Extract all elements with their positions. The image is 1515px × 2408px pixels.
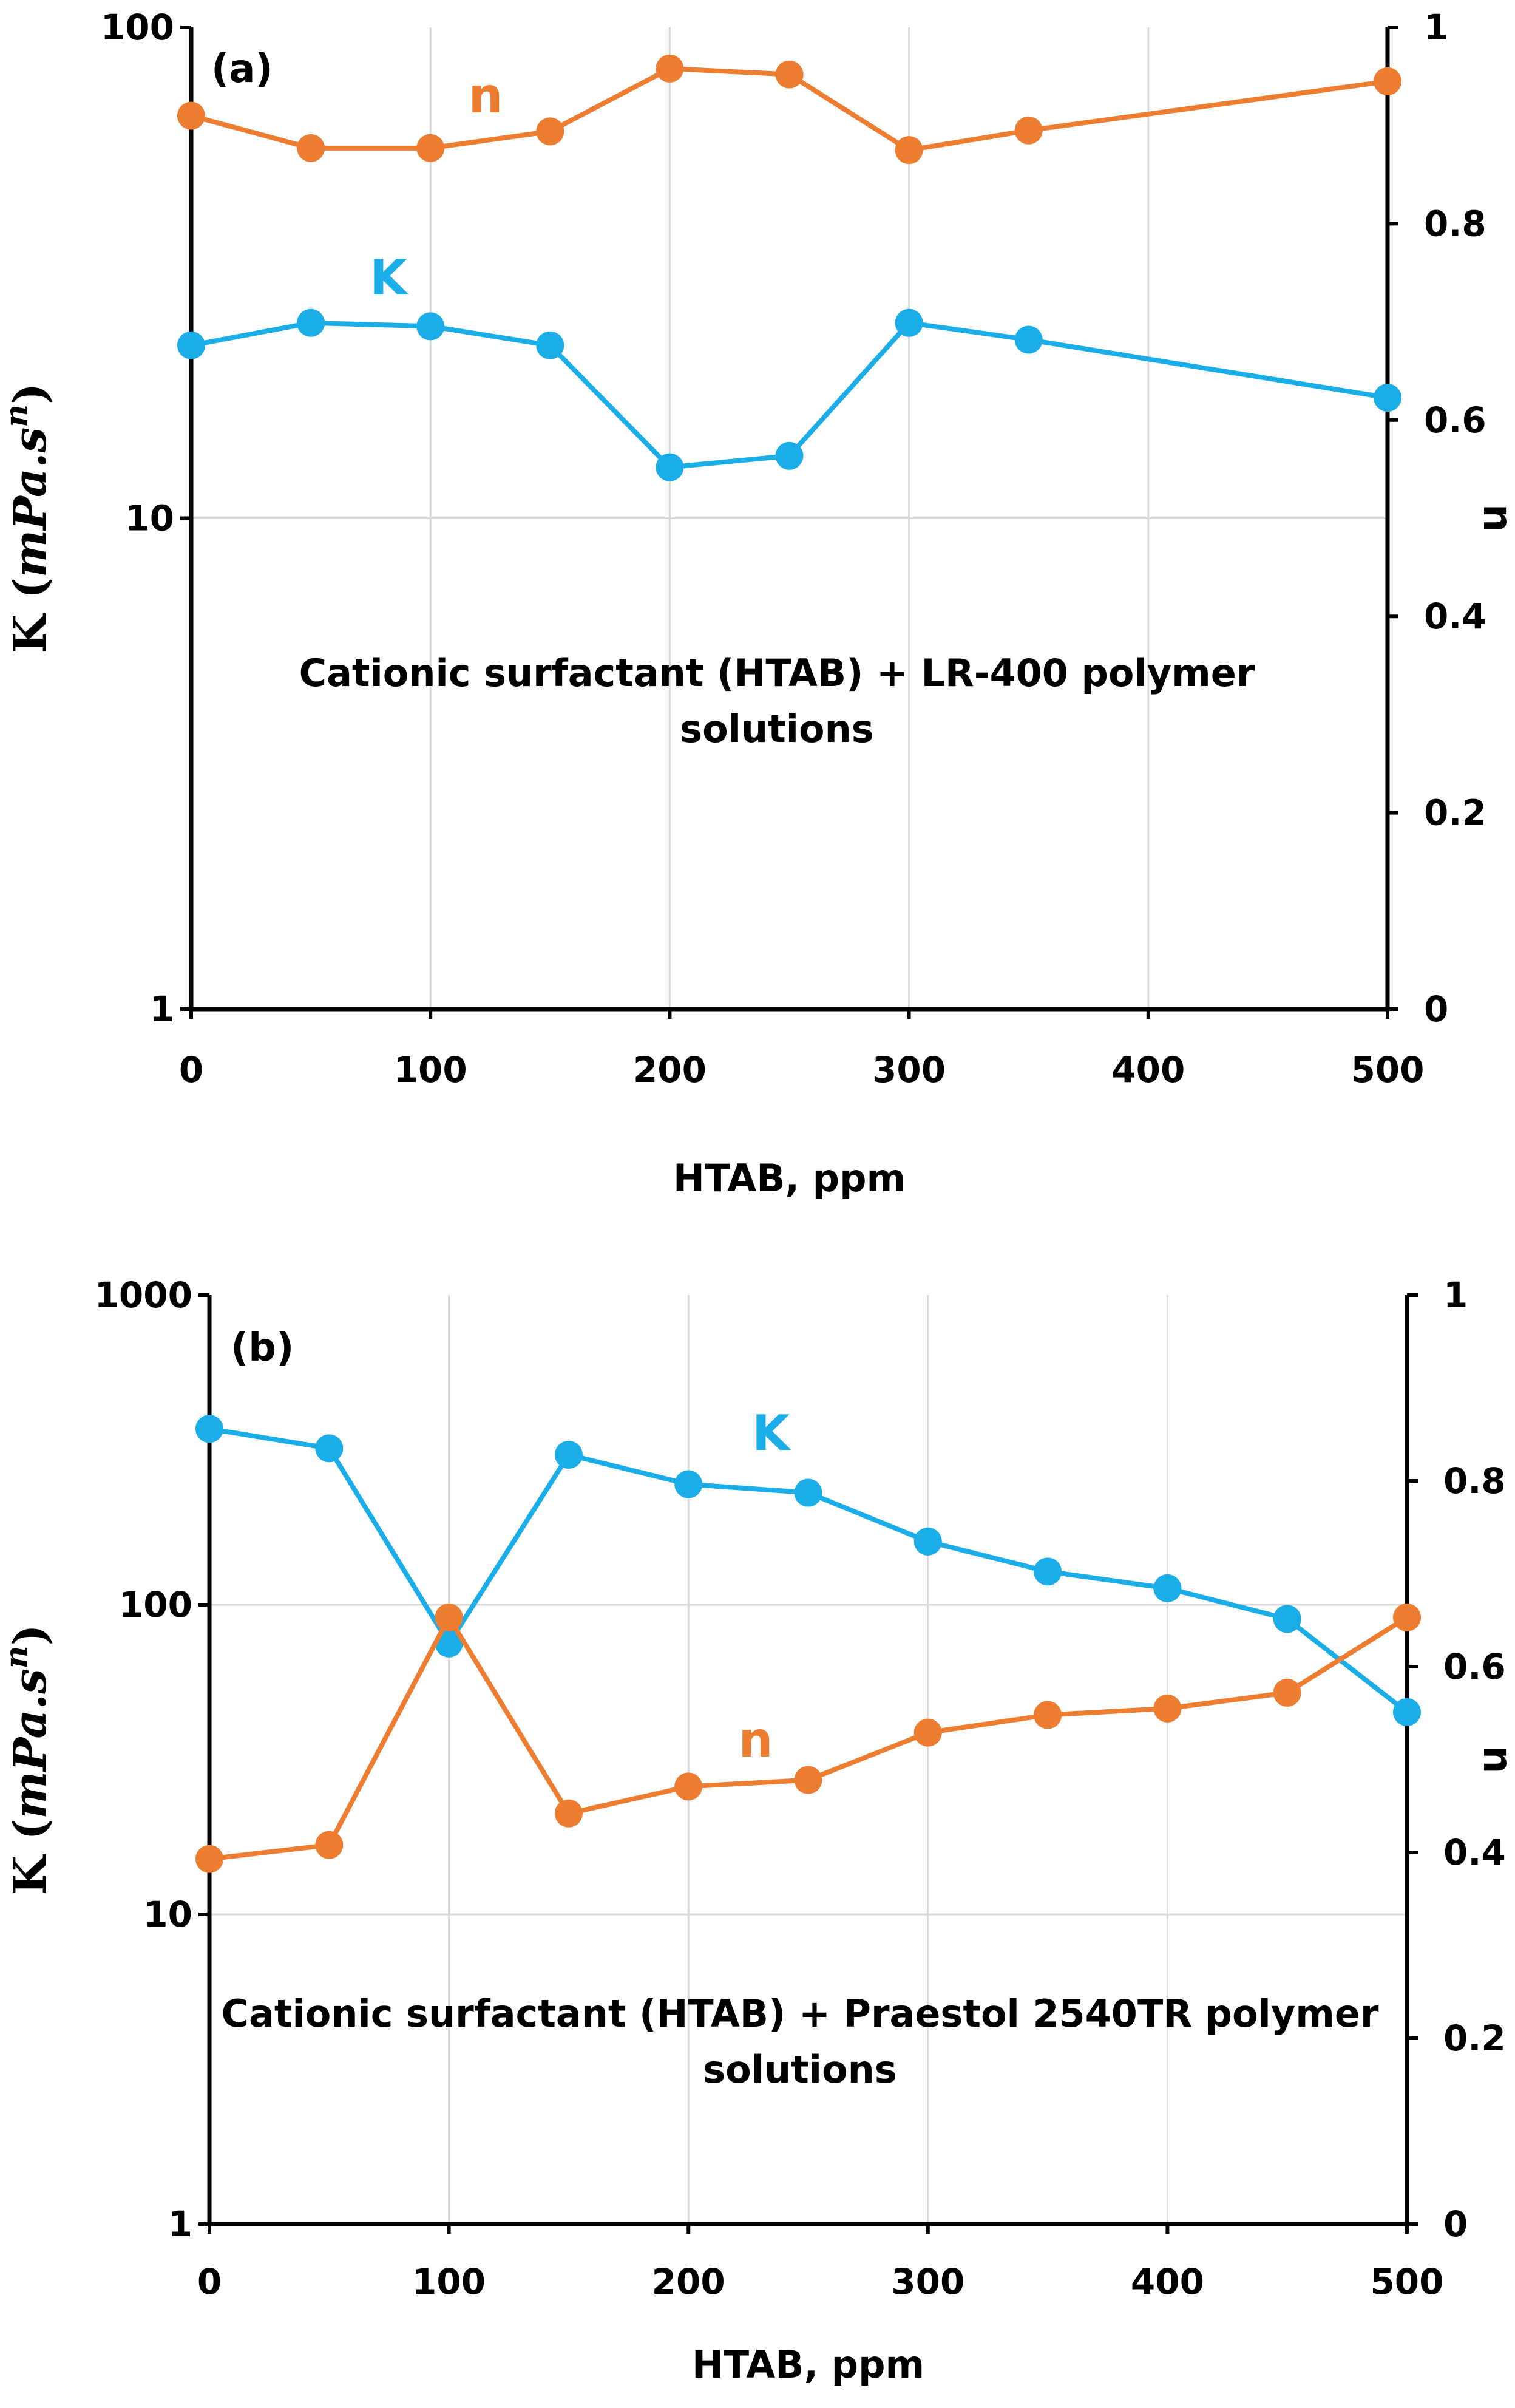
y-left-tick-label: 100 xyxy=(101,7,174,48)
data-point-n xyxy=(1153,1694,1182,1723)
data-point-K xyxy=(674,1470,703,1498)
data-point-K xyxy=(1014,325,1043,354)
y-right-tick-label: 0.4 xyxy=(1443,1832,1506,1873)
data-point-K xyxy=(435,1629,463,1658)
data-point-n xyxy=(1034,1701,1062,1729)
data-point-K xyxy=(315,1434,344,1463)
y-right-tick-label: 0.6 xyxy=(1443,1646,1506,1687)
y-right-tick-label: 0.8 xyxy=(1443,1460,1506,1502)
data-point-n xyxy=(1374,67,1401,95)
data-point-K xyxy=(554,1441,583,1469)
y-left-tick-label: 10 xyxy=(143,1894,192,1935)
panel-label: (a) xyxy=(211,47,273,92)
data-point-K xyxy=(1393,1698,1421,1726)
y-left-tick-label: 10 xyxy=(125,498,174,539)
data-point-K xyxy=(656,453,684,481)
y-right-tick-label: 0 xyxy=(1443,2203,1468,2245)
x-axis-label: HTAB, ppm xyxy=(692,2342,924,2387)
data-point-n xyxy=(775,60,804,89)
data-point-n xyxy=(554,1799,583,1828)
y-right-tick-label: 0.2 xyxy=(1443,2018,1506,2059)
y-axis-right-label: n xyxy=(1474,1746,1515,1774)
annotation-line: solutions xyxy=(680,707,873,751)
data-point-K xyxy=(1273,1605,1301,1633)
data-point-K xyxy=(1034,1557,1062,1586)
data-point-n xyxy=(177,101,205,130)
data-point-K xyxy=(794,1478,822,1507)
data-point-K xyxy=(416,312,445,341)
data-point-K xyxy=(913,1527,942,1556)
y-right-tick-label: 0 xyxy=(1424,988,1448,1030)
y-axis-left-label: K (mPa.sn) xyxy=(0,1624,56,1894)
data-point-K xyxy=(775,441,804,470)
series-label-n: n xyxy=(739,1712,773,1768)
data-point-n xyxy=(195,1845,223,1873)
data-point-n xyxy=(674,1772,703,1801)
data-point-K xyxy=(895,308,923,337)
data-point-n xyxy=(435,1603,463,1631)
x-tick-label: 0 xyxy=(197,2261,222,2302)
x-tick-label: 500 xyxy=(1370,2261,1443,2302)
y-right-tick-label: 0.6 xyxy=(1424,400,1486,441)
data-point-K xyxy=(536,331,564,359)
series-label-n: n xyxy=(469,67,503,124)
data-point-n xyxy=(1014,116,1043,145)
annotation-line: solutions xyxy=(703,2047,896,2092)
series-line-n xyxy=(209,1614,1409,1862)
panel-label: (b) xyxy=(231,1325,294,1370)
data-point-n xyxy=(297,134,325,162)
data-point-K xyxy=(297,308,325,337)
y-right-tick-label: 1 xyxy=(1424,7,1448,48)
annotation-line: Cationic surfactant (HTAB) + Praestol 25… xyxy=(222,1991,1379,2036)
x-tick-label: 200 xyxy=(633,1049,707,1090)
series-label-K: K xyxy=(370,250,409,306)
data-point-n xyxy=(1273,1678,1301,1707)
x-tick-label: 500 xyxy=(1351,1049,1424,1090)
x-tick-label: 400 xyxy=(1111,1049,1185,1090)
data-point-n xyxy=(1393,1603,1421,1631)
data-point-K xyxy=(177,331,205,359)
x-axis-label: HTAB, ppm xyxy=(673,1156,906,1200)
y-axis-left-label: K (mPa.sn) xyxy=(0,383,56,653)
x-tick-label: 200 xyxy=(652,2261,725,2302)
y-left-tick-label: 1 xyxy=(150,988,174,1030)
x-tick-label: 400 xyxy=(1131,2261,1204,2302)
y-left-tick-label: 1 xyxy=(168,2203,192,2245)
y-right-tick-label: 0.8 xyxy=(1424,203,1486,244)
y-right-tick-label: 1 xyxy=(1443,1274,1468,1316)
y-right-tick-label: 0.2 xyxy=(1424,792,1486,834)
data-point-n xyxy=(895,136,923,165)
data-point-K xyxy=(1374,384,1401,412)
x-tick-label: 100 xyxy=(412,2261,486,2302)
data-point-n xyxy=(913,1718,942,1747)
annotation-line: Cationic surfactant (HTAB) + LR-400 poly… xyxy=(299,651,1255,695)
y-axis-right-label: n xyxy=(1474,504,1515,532)
data-point-K xyxy=(195,1415,223,1443)
data-point-K xyxy=(1153,1574,1182,1602)
series-label-K: K xyxy=(752,1405,791,1461)
data-point-n xyxy=(794,1766,822,1794)
x-tick-label: 300 xyxy=(891,2261,964,2302)
x-tick-label: 100 xyxy=(394,1049,467,1090)
y-left-tick-label: 1000 xyxy=(95,1274,192,1316)
data-point-n xyxy=(536,117,564,146)
data-point-n xyxy=(416,134,445,162)
data-point-n xyxy=(315,1831,344,1859)
y-right-tick-label: 0.4 xyxy=(1424,596,1486,637)
series-line-K xyxy=(209,1426,1409,1715)
y-left-tick-label: 100 xyxy=(119,1584,192,1625)
x-tick-label: 0 xyxy=(179,1049,203,1090)
data-point-n xyxy=(656,54,684,83)
x-tick-label: 300 xyxy=(872,1049,946,1090)
